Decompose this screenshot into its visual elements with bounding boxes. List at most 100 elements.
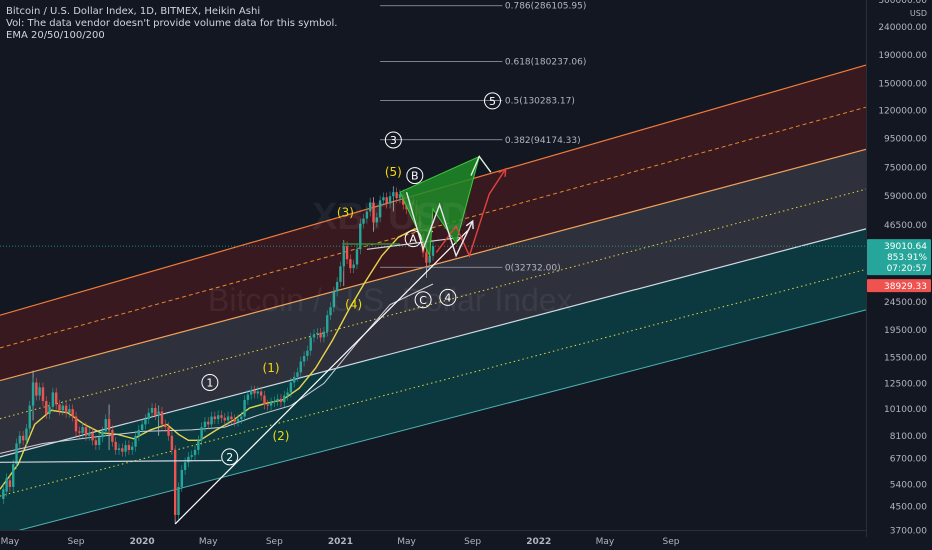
candle [421,234,425,253]
price-tick-label: 240000.00 [878,23,927,33]
candle [8,480,12,487]
wave-label: 2 [226,451,233,464]
volume-note: Vol: The data vendor doesn't provide vol… [6,18,338,29]
candle [273,401,276,403]
candle [322,331,326,338]
candle [210,416,213,425]
candle [372,202,375,223]
bar-timer-label: 07:20:57 [887,264,927,274]
last-price-tag [867,239,931,276]
candle [21,435,25,441]
candle [173,449,177,516]
candle [345,246,349,260]
candle [368,202,372,212]
candle [51,392,55,407]
red-projection-head [498,167,507,177]
time-axis-bg [0,530,866,550]
time-tick-label: Sep [464,537,481,547]
price-axis[interactable]: 300000.00 240000.00 190000.00 150000.00 1200… [866,0,932,550]
candle [355,249,359,265]
fib-label: 0(32732.00) [505,263,561,273]
time-tick-label: 2020 [130,537,155,547]
candle [385,197,388,204]
candle [263,395,266,405]
candle [296,372,299,377]
channel-band [0,228,866,536]
candle [329,307,332,316]
support-line [174,228,470,525]
channel-midline [0,268,867,497]
candle [256,391,260,394]
candle [316,332,319,335]
candle [428,255,431,263]
time-axis[interactable]: May Sep 2020 May Sep 2021 May Sep 2022 May Sep [0,530,866,550]
candle [41,387,45,402]
price-tick-label: 6700.00 [890,455,927,465]
wave-label: 3 [390,134,397,147]
wave-label-sub: (1) [263,361,280,375]
candle [164,424,167,428]
candle [352,264,355,269]
candle [382,197,385,201]
candle [140,424,144,430]
candle [177,486,180,516]
wave-circle [221,448,239,466]
fib-label: 0.618(180237.06) [505,57,586,67]
candle [167,427,170,436]
price-tick-label: 10100.00 [884,405,927,415]
candle [107,419,111,430]
channel-line [0,228,867,458]
price-tick-label: 3700.00 [890,526,927,536]
wave-label: 5 [489,95,496,108]
wave-label: 4 [444,291,451,304]
price-tick-label: 95000.00 [884,135,927,145]
candle [15,443,18,465]
wave-circle [406,167,424,185]
wave-circle [384,131,402,149]
candle [312,334,316,338]
candle [226,416,230,421]
candle [309,337,312,351]
candle [230,416,233,420]
candle [45,401,48,415]
candle [104,419,107,432]
candle [183,462,187,470]
wave-label-sub: (3) [337,206,354,220]
time-tick-label: May [397,537,416,547]
candle [216,415,220,420]
candle [131,446,134,450]
price-tick-label: 12500.00 [884,379,927,389]
time-tick-label: 2021 [328,537,353,547]
white-projection-head [465,219,474,230]
candle [88,432,91,436]
candle [362,218,365,224]
candle [378,200,382,218]
candle [302,355,306,362]
candle [269,402,273,406]
chart-legend: Bitcoin / U.S. Dollar Index, 1D, BITMEX,… [6,6,337,42]
candle [193,449,197,456]
candle [425,252,428,263]
candle [150,407,154,413]
price-tick-label: 46500.00 [884,221,927,231]
candle [54,392,58,405]
price-tick-label: 300000.00 [878,0,927,6]
price-tick-label: 190000.00 [878,51,927,61]
candle [398,194,402,199]
candle [319,332,322,338]
channel-bottom-line [0,309,867,536]
symbol-title[interactable]: Bitcoin / U.S. Dollar Index, 1D, BITMEX,… [6,6,261,17]
candle [276,398,279,402]
fib-levels: 0.786(286105.95) 0.618(180237.06) 0.5(1302… [0,2,866,273]
ema-indicator-label[interactable]: EMA 20/50/100/200 [6,30,105,41]
fib-label: 0.382(94174.33) [505,136,581,146]
time-tick-label: 2022 [526,537,551,547]
candle [306,350,309,356]
candle [38,387,41,396]
candle [339,266,342,282]
candle [240,416,243,420]
candle [157,411,160,416]
candle [78,431,81,433]
wave-circle [483,92,501,110]
